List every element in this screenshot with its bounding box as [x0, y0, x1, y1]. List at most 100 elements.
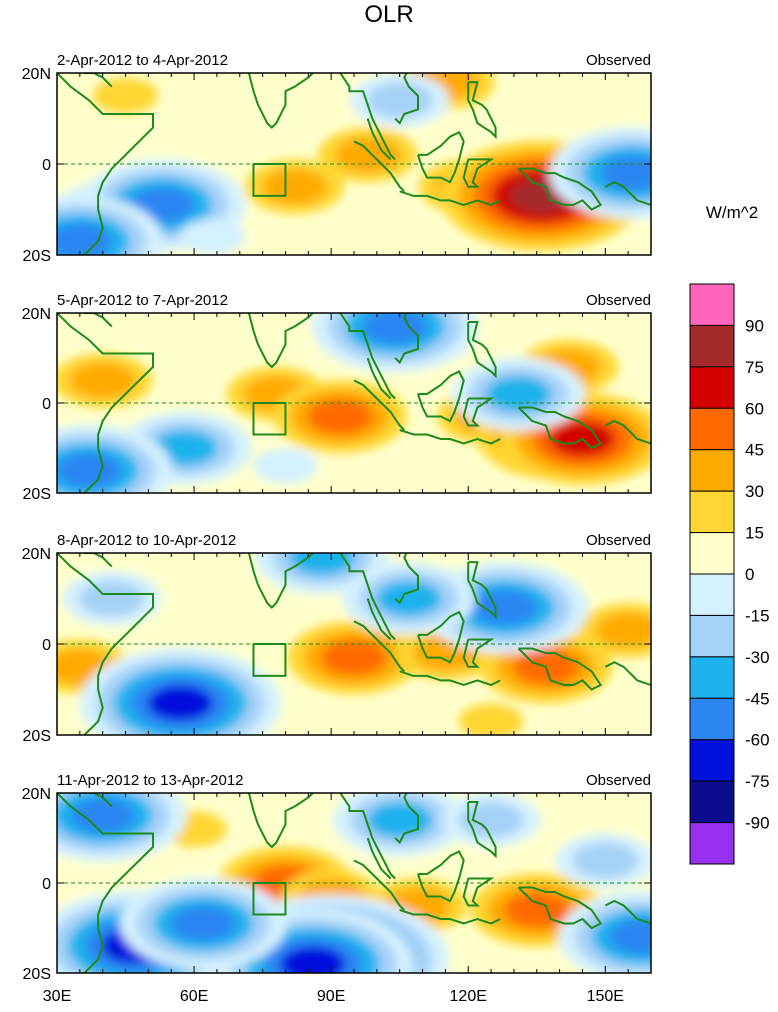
- coastline: [247, 553, 396, 641]
- coastline: [57, 313, 154, 493]
- colorbar-label: 15: [745, 524, 764, 543]
- colorbar-label: -15: [745, 606, 770, 625]
- anomaly-contour: [147, 685, 213, 722]
- colorbar-swatch: [689, 407, 735, 451]
- anomaly-contour: [609, 919, 651, 955]
- panel-label: Observed: [586, 532, 651, 549]
- reference-box: [252, 882, 287, 916]
- anomaly-contour: [70, 362, 136, 399]
- y-tick-label: 0: [42, 396, 51, 413]
- olr-panel: 20N 0 20S 8-Apr-2012 to 10-Apr-2012 Observed: [22, 532, 652, 745]
- anomaly-contour: [280, 946, 346, 973]
- olr-panel: 20N 0 20S 5-Apr-2012 to 7-Apr-2012 Observed: [22, 292, 652, 503]
- colorbar-swatch: [689, 283, 735, 326]
- colorbar-units: W/m^2: [706, 203, 758, 222]
- coastline: [394, 553, 419, 605]
- y-tick-label: 20N: [22, 306, 51, 323]
- coastline: [366, 118, 392, 161]
- x-tick-label: 90E: [317, 988, 345, 1005]
- colorbar-label: -30: [745, 648, 770, 667]
- coastline: [604, 181, 651, 206]
- colorbar-swatch: [689, 573, 735, 616]
- colorbar-swatch: [689, 697, 735, 741]
- coastline: [462, 877, 495, 907]
- anomaly-contour: [179, 218, 245, 255]
- panel-label: Observed: [586, 772, 651, 789]
- x-tick-label: 150E: [587, 988, 624, 1005]
- coastline: [462, 158, 495, 188]
- colorbar-label: -45: [745, 689, 770, 708]
- coastline: [417, 610, 465, 664]
- anomaly-contour: [595, 612, 651, 649]
- anomaly-contour: [79, 580, 145, 617]
- olr-panel: 20N 0 20S 11-Apr-2012 to 13-Apr-2012 Observe…: [22, 772, 652, 983]
- coastline: [399, 190, 501, 206]
- olr-panel: 20N 0 20S 2-Apr-2012 to 4-Apr-2012 Observed: [22, 52, 652, 265]
- colorbar-label: -75: [745, 772, 770, 791]
- x-tick-label: 30E: [43, 988, 71, 1005]
- panel-label: Observed: [586, 292, 651, 309]
- coastline: [462, 638, 495, 668]
- coastline: [366, 598, 392, 641]
- colorbar-label: 90: [745, 316, 764, 335]
- y-tick-label: 0: [42, 157, 51, 174]
- anomaly-contour: [92, 77, 159, 114]
- anomaly-contour: [472, 589, 538, 626]
- anomaly-contour: [376, 580, 442, 617]
- anomaly-contour: [458, 703, 524, 735]
- coastline: [417, 850, 465, 903]
- coastline: [366, 837, 392, 880]
- y-tick-label: 20S: [23, 248, 51, 265]
- coastlines: [57, 553, 651, 735]
- colorbar-swatch: [689, 656, 735, 699]
- y-tick-label: 0: [42, 637, 51, 654]
- coastline: [57, 553, 154, 735]
- coastline: [366, 357, 392, 400]
- anomaly-contour: [362, 313, 428, 345]
- reference-box: [252, 643, 287, 677]
- anomaly-field: [57, 553, 651, 735]
- y-tick-label: 20S: [23, 728, 51, 745]
- colorbar-swatch: [689, 532, 735, 575]
- anomaly-contour: [57, 452, 122, 489]
- colorbar-swatch: [689, 780, 735, 824]
- colorbar-label: 0: [745, 565, 754, 584]
- coastline: [467, 801, 497, 859]
- reference-box: [252, 163, 287, 197]
- colorbar-swatch: [689, 822, 735, 865]
- coastline: [399, 670, 501, 687]
- colorbar-label: -60: [745, 731, 770, 750]
- coastline: [399, 429, 501, 445]
- coastline: [462, 397, 495, 427]
- colorbar-swatch: [689, 614, 735, 658]
- panel-date-range: 2-Apr-2012 to 4-Apr-2012: [57, 52, 228, 69]
- coastline: [517, 647, 603, 691]
- x-tick-label: 60E: [180, 988, 208, 1005]
- coastline: [467, 81, 497, 140]
- y-tick-label: 20S: [23, 966, 51, 983]
- anomaly-contour: [485, 376, 552, 412]
- y-tick-label: 0: [42, 876, 51, 893]
- anomaly-contour: [367, 82, 433, 119]
- coastline: [517, 886, 603, 930]
- coastline: [604, 661, 651, 686]
- colorbar-swatch: [689, 324, 735, 368]
- colorbar-label: 30: [745, 482, 764, 501]
- coastline: [394, 313, 419, 365]
- coastline: [394, 73, 419, 125]
- x-tick-label: 120E: [450, 988, 487, 1005]
- coastline: [604, 419, 651, 445]
- coastline: [57, 793, 154, 973]
- y-tick-label: 20N: [22, 546, 51, 563]
- coastline: [247, 313, 396, 400]
- coastlines: [57, 793, 651, 973]
- y-tick-label: 20N: [22, 66, 51, 83]
- y-tick-label: 20S: [23, 486, 51, 503]
- anomaly-contour: [252, 448, 319, 484]
- anomaly-contour: [70, 797, 136, 834]
- colorbar-label: 75: [745, 358, 764, 377]
- coastline: [394, 793, 419, 845]
- colorbar-swatch: [689, 366, 735, 409]
- colorbar-swatch: [689, 739, 735, 782]
